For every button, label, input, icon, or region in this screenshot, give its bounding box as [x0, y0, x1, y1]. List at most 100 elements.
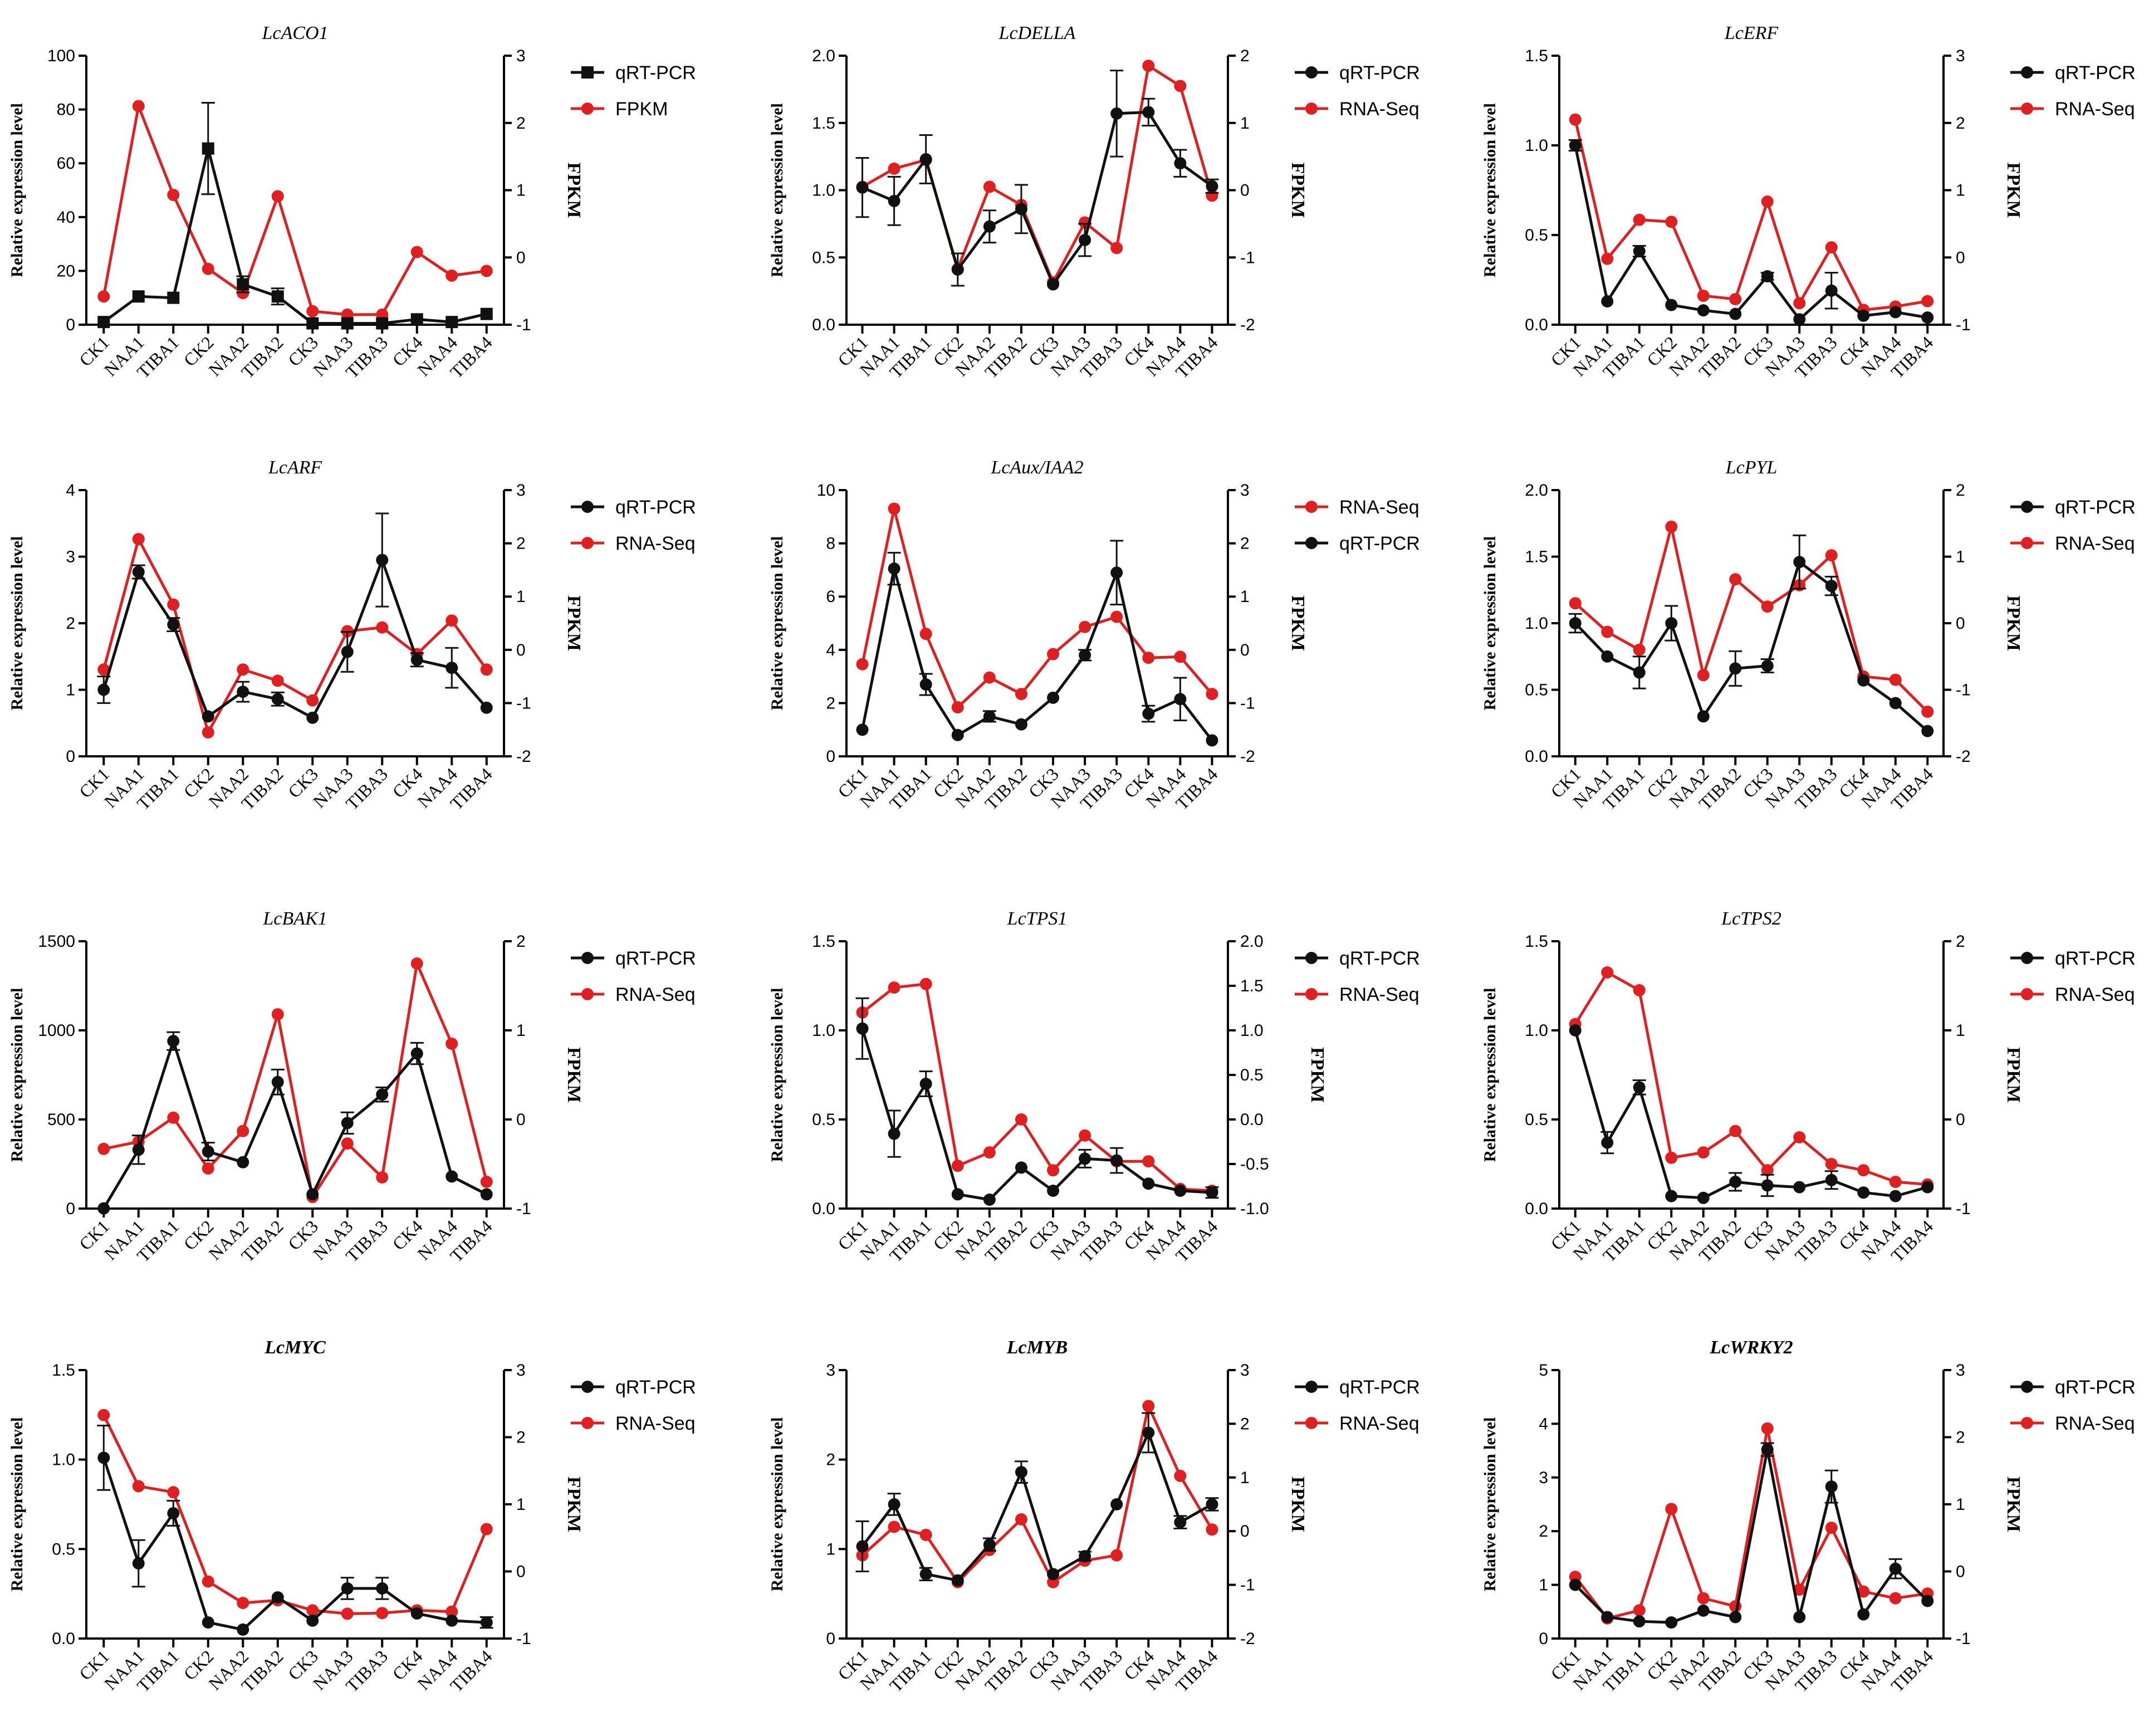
legend-label: qRT-PCR [2055, 1377, 2136, 1398]
data-point-rna [1633, 1604, 1646, 1617]
y-tick-label: 0 [66, 1200, 75, 1218]
y2-tick-label: 1 [1956, 1495, 1965, 1514]
y2-tick-label: -1 [1956, 681, 1971, 700]
data-point-qrt [446, 316, 458, 329]
y-tick-label: 0.5 [812, 248, 835, 267]
data-point-qrt [132, 290, 145, 303]
y2-tick-label: -1 [1956, 316, 1971, 334]
chart-title: LcTPS2 [1721, 908, 1781, 929]
y2-tick-label: 0 [1956, 614, 1965, 633]
data-point-rna [1825, 1158, 1838, 1170]
legend-marker [2021, 1417, 2033, 1429]
y2-tick-label: 0.0 [1240, 1111, 1264, 1129]
data-point-qrt [1729, 662, 1742, 675]
data-point-qrt [1142, 1177, 1155, 1190]
series-line-qrt [861, 1028, 1212, 1201]
y-tick-label: 5 [1539, 1361, 1548, 1380]
data-point-qrt [1889, 1190, 1902, 1202]
chart-title: LcMYB [1006, 1337, 1068, 1358]
legend-marker [2021, 66, 2033, 79]
data-point-qrt [306, 1614, 319, 1627]
legend-marker [581, 66, 594, 79]
y-tick-label: 2.0 [1525, 481, 1548, 500]
series-line-rna [102, 1414, 488, 1615]
data-point-rna [1633, 213, 1646, 226]
data-point-qrt [983, 220, 996, 233]
data-point-rna [306, 694, 319, 707]
y2-axis-label: FPKM [564, 1047, 584, 1103]
data-point-qrt [951, 1188, 964, 1201]
data-point-rna [1110, 242, 1123, 255]
y-tick-label: 100 [47, 47, 75, 65]
y-tick-label: 2.0 [812, 47, 835, 65]
y2-tick-label: -2 [516, 747, 531, 766]
data-point-rna [271, 190, 284, 203]
data-point-qrt [856, 1022, 869, 1035]
data-point-qrt [480, 1188, 493, 1201]
data-point-qrt [951, 263, 964, 276]
data-point-qrt [1174, 1516, 1187, 1529]
y-tick-label: 1.5 [812, 932, 835, 951]
y2-tick-label: -2 [1956, 747, 1971, 766]
data-point-qrt [1601, 1611, 1614, 1623]
y-axis-label: Relative expression level [8, 536, 26, 711]
y2-axis-label: FPKM [564, 1476, 584, 1532]
panel-lcerf: LcERF0.00.51.01.5-10123CK1NAA1TIBA1CK2NA… [1481, 23, 2136, 382]
y2-axis-label: FPKM [2003, 1476, 2024, 1532]
y2-tick-label: 2 [516, 1429, 526, 1447]
y-tick-label: 0.5 [812, 1111, 835, 1129]
legend-label: RNA-Seq [2055, 984, 2135, 1005]
y2-tick-label: 1 [1240, 1469, 1250, 1487]
data-point-qrt [983, 1194, 996, 1206]
series-line-qrt [102, 148, 487, 325]
y2-tick-label: 1 [516, 1021, 526, 1040]
data-point-qrt [1889, 306, 1902, 319]
legend-marker [2021, 102, 2033, 115]
data-point-rna [1697, 669, 1710, 682]
data-point-rna [983, 671, 996, 684]
y-tick-label: 1500 [38, 932, 75, 951]
chart-title: LcMYC [264, 1337, 326, 1358]
y2-tick-label: -2 [1240, 1630, 1255, 1648]
series-line-rna [861, 508, 1213, 710]
legend-label: qRT-PCR [615, 62, 696, 84]
data-point-rna [480, 1176, 493, 1188]
y2-axis-label: FPKM [2003, 595, 2024, 651]
y-tick-label: 4 [1539, 1415, 1548, 1433]
y-tick-label: 1 [1539, 1576, 1548, 1595]
series-line-rna [1574, 970, 1928, 1186]
y-tick-label: 1.5 [1525, 932, 1548, 951]
data-point-rna [1079, 620, 1091, 633]
legend-marker [2021, 537, 2033, 549]
y-axis-label: Relative expression level [768, 103, 786, 277]
y-tick-label: 1.5 [1525, 47, 1548, 65]
y-tick-label: 3 [66, 548, 75, 566]
legend-label: qRT-PCR [2055, 948, 2136, 969]
y-tick-label: 6 [826, 588, 835, 606]
data-point-rna [271, 1008, 284, 1021]
data-point-rna [1015, 1513, 1027, 1525]
data-point-qrt [1079, 233, 1091, 246]
data-point-rna [1761, 195, 1774, 208]
data-point-rna [1142, 1400, 1155, 1412]
data-point-rna [480, 663, 493, 676]
data-point-qrt [983, 710, 996, 723]
data-point-qrt [1697, 304, 1710, 317]
data-point-qrt [1601, 650, 1614, 663]
data-point-rna [271, 674, 284, 687]
legend-marker [1305, 66, 1318, 79]
data-point-rna [446, 614, 458, 627]
data-point-rna [888, 502, 900, 515]
data-point-qrt [237, 1156, 249, 1168]
data-point-qrt [1047, 1185, 1060, 1197]
chart-title: LcTPS1 [1007, 908, 1068, 929]
y2-axis-label: FPKM [1307, 1047, 1328, 1103]
data-point-rna [1729, 1124, 1742, 1137]
data-point-qrt [1665, 1190, 1678, 1202]
data-point-qrt [1921, 311, 1934, 324]
data-point-qrt [167, 1507, 180, 1520]
data-point-rna [446, 1038, 458, 1050]
y-tick-label: 10 [817, 481, 835, 500]
data-point-qrt [1142, 707, 1155, 720]
data-point-rna [202, 1162, 214, 1175]
